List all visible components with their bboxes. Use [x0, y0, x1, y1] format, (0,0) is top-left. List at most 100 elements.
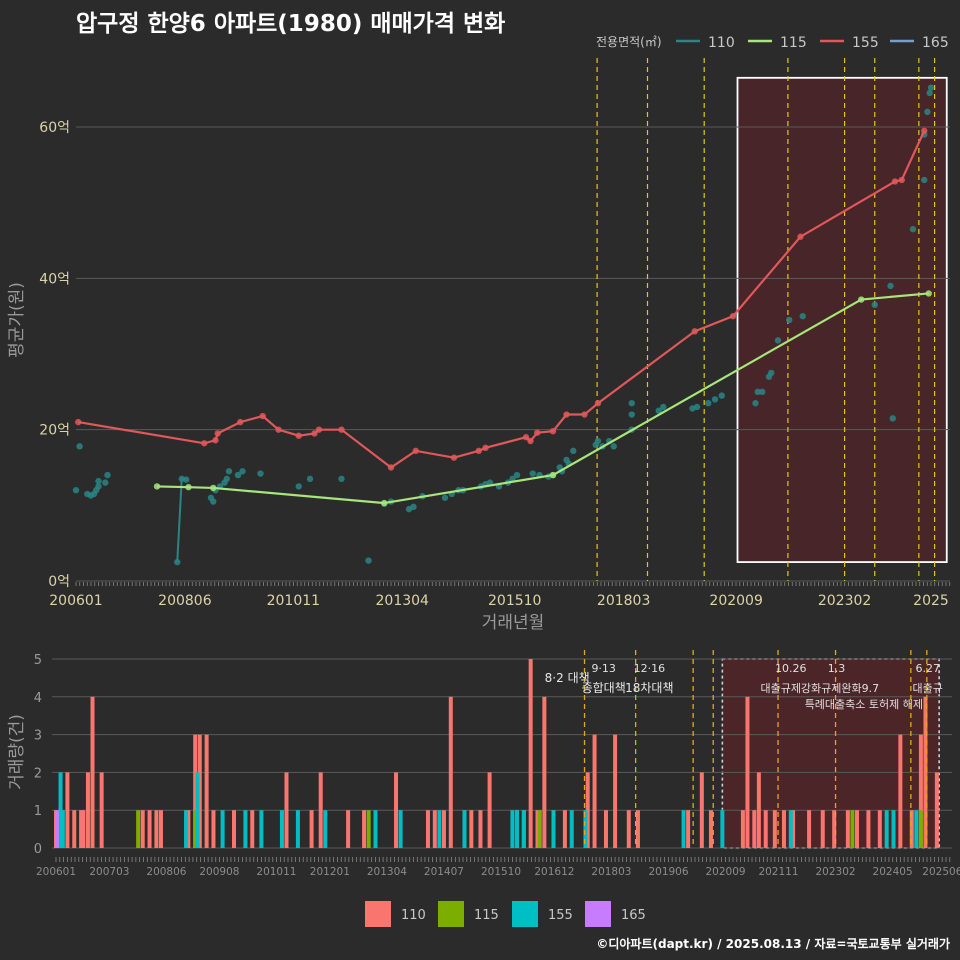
x-tick-label: 202302: [816, 866, 856, 878]
bar: [193, 734, 198, 848]
bar: [309, 810, 314, 848]
bar: [79, 810, 84, 848]
data-point: [174, 558, 181, 566]
y-tick-label: 20억: [39, 423, 70, 439]
bar: [914, 810, 919, 848]
top-plot-panel: [76, 58, 950, 581]
bar: [923, 696, 928, 848]
data-point: [225, 468, 233, 475]
data-point: [239, 468, 246, 475]
x-tick-label: 201011: [256, 866, 296, 878]
x-tick-label: 201407: [424, 866, 464, 878]
data-point: [909, 225, 917, 233]
data-point: [921, 176, 928, 184]
bars-155: [58, 772, 919, 848]
bar: [791, 810, 796, 848]
data-point: [774, 337, 782, 344]
bar: [147, 810, 152, 848]
x-tick-label: 202405: [873, 866, 913, 878]
x-tick-label: 202302: [818, 593, 871, 609]
bar: [845, 810, 850, 848]
x-tick-label: 200601: [49, 593, 102, 609]
data-point: [628, 399, 635, 407]
bar: [745, 696, 750, 848]
policy-label: 대출규: [913, 682, 943, 695]
data-point: [660, 403, 667, 411]
bar: [72, 810, 77, 848]
bar: [884, 810, 889, 848]
data-point: [513, 471, 521, 479]
data-point: [338, 426, 345, 433]
data-point: [306, 475, 314, 483]
bar: [918, 810, 923, 848]
y-tick-label: 60억: [39, 120, 70, 136]
data-point: [549, 427, 557, 435]
y-tick-label: 0억: [48, 574, 70, 590]
bar: [510, 810, 515, 848]
bar: [918, 734, 923, 848]
bar: [635, 810, 640, 848]
data-point: [482, 444, 489, 452]
bar: [85, 772, 90, 848]
legend-label: 110: [401, 908, 426, 923]
bar: [193, 810, 198, 848]
data-point: [759, 388, 766, 396]
bar: [154, 810, 159, 848]
bar: [186, 810, 191, 848]
x-tick-label: 201304: [376, 593, 430, 609]
bar: [243, 810, 248, 848]
policy-label: 18차대책: [625, 680, 673, 695]
data-point: [628, 411, 635, 418]
data-point: [887, 282, 894, 290]
data-point: [711, 396, 719, 403]
bar: [81, 810, 86, 848]
data-point: [921, 127, 928, 134]
data-point: [768, 369, 775, 377]
data-point: [529, 470, 536, 477]
data-point: [563, 411, 570, 418]
bar: [432, 810, 437, 848]
y-axis-label: 거래량(건): [7, 714, 27, 790]
data-point: [925, 290, 932, 297]
data-point: [183, 476, 190, 483]
bar: [585, 772, 590, 848]
data-point: [898, 176, 905, 184]
data-point: [891, 178, 899, 185]
bar: [136, 810, 141, 848]
bar: [487, 772, 492, 848]
data-point: [104, 471, 111, 479]
data-point: [797, 233, 804, 240]
legend-label: 165: [922, 35, 949, 51]
y-tick-label: 3: [34, 729, 42, 744]
policy-label: 10.26: [775, 662, 807, 675]
x-tick-label: 201510: [481, 866, 521, 878]
bar: [855, 810, 859, 848]
x-tick-label: 200806: [146, 866, 186, 878]
x-tick-label: 202009: [706, 866, 746, 878]
bar: [448, 696, 453, 848]
policy-label: 8·2 대책: [545, 670, 590, 685]
bar: [763, 810, 768, 848]
bar: [681, 810, 686, 848]
bar: [279, 810, 284, 848]
data-point: [691, 328, 698, 335]
x-tick-label: 201803: [591, 866, 631, 878]
data-point: [365, 557, 372, 564]
bar: [603, 810, 608, 848]
bar: [537, 810, 542, 848]
x-tick-label: 200601: [36, 866, 76, 878]
bar: [934, 772, 939, 848]
x-tick-label: 201803: [597, 593, 650, 609]
y-tick-label: 4: [34, 691, 42, 706]
bar: [772, 810, 777, 848]
bar: [891, 810, 896, 848]
bar: [583, 810, 588, 848]
bar: [909, 810, 914, 848]
bar: [708, 810, 713, 848]
legend-label: 115: [474, 908, 499, 923]
y-tick-label: 0: [34, 842, 42, 857]
bar: [898, 734, 903, 848]
bar: [323, 810, 328, 848]
bar: [462, 810, 467, 848]
x-tick-label: 200908: [199, 866, 239, 878]
